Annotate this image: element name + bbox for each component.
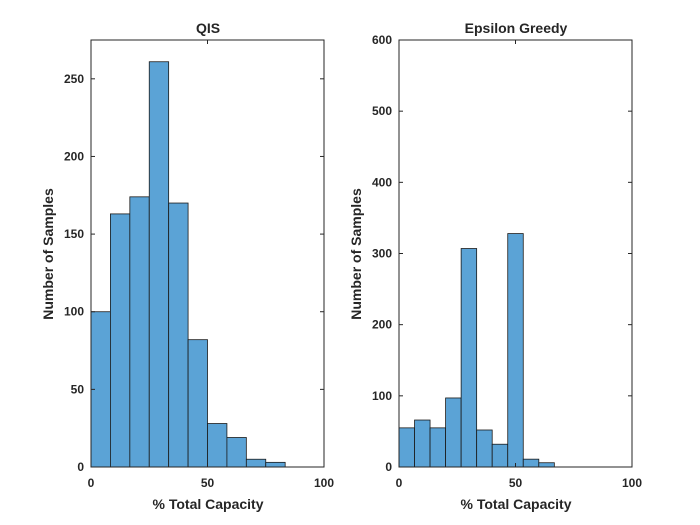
y-tick-label: 200: [372, 318, 392, 332]
y-axis-label: Number of Samples: [348, 188, 364, 320]
x-axis-label: % Total Capacity: [461, 496, 572, 512]
histogram-bar: [491, 443, 509, 468]
histogram-bar: [429, 427, 446, 468]
y-tick-label: 0: [77, 460, 84, 474]
axes-box: [398, 39, 633, 468]
histogram-bar: [207, 423, 228, 468]
ticks: 0 50 100 0 50 100 150 200 250: [64, 40, 334, 490]
histogram-bar: [460, 248, 478, 468]
y-tick-label: 250: [64, 72, 84, 86]
chart-epsilon-greedy: Epsilon Greedy 0 50 100 0 100 200 300 400 500 600…: [348, 20, 642, 512]
histogram-bar: [398, 427, 415, 468]
y-tick-label: 400: [372, 175, 392, 189]
chart-title: QIS: [196, 20, 220, 36]
histogram-bar: [522, 458, 540, 468]
chart-title: Epsilon Greedy: [465, 20, 568, 36]
histogram-bar: [168, 202, 189, 468]
y-tick-label: 500: [372, 104, 392, 118]
y-tick-label: 150: [64, 227, 84, 241]
histogram-bar: [476, 429, 493, 468]
y-tick-label: 50: [71, 382, 85, 396]
histogram-bar: [414, 419, 431, 468]
x-tick-label: 0: [396, 476, 403, 490]
histogram-bar: [148, 61, 170, 468]
histogram-bar: [226, 437, 247, 468]
histogram-bar: [129, 196, 150, 468]
x-tick-label: 100: [314, 476, 334, 490]
ticks: 0 50 100 0 100 200 300 400 500 600: [372, 33, 642, 490]
histogram-bar: [507, 233, 524, 468]
y-tick-label: 0: [385, 460, 392, 474]
x-axis-label: % Total Capacity: [153, 496, 264, 512]
histogram-bar: [445, 397, 462, 468]
histogram-bar: [265, 461, 286, 468]
bars: [90, 61, 286, 468]
histogram-bar: [187, 339, 208, 468]
x-tick-label: 100: [622, 476, 642, 490]
y-tick-label: 100: [64, 305, 84, 319]
axes-box: [90, 39, 325, 468]
x-tick-label: 0: [88, 476, 95, 490]
histogram-bar: [110, 213, 131, 468]
y-tick-label: 300: [372, 247, 392, 261]
y-axis-label: Number of Samples: [40, 188, 56, 320]
y-tick-label: 100: [372, 389, 392, 403]
y-tick-label: 200: [64, 149, 84, 163]
x-tick-label: 50: [509, 476, 523, 490]
y-tick-label: 600: [372, 33, 392, 47]
histogram-bar: [538, 462, 555, 468]
chart-qis: QIS 0 50 100 0 50 100 150 200 250 % Total Capaci…: [40, 20, 334, 512]
histogram-bar: [245, 458, 267, 468]
x-tick-label: 50: [201, 476, 215, 490]
